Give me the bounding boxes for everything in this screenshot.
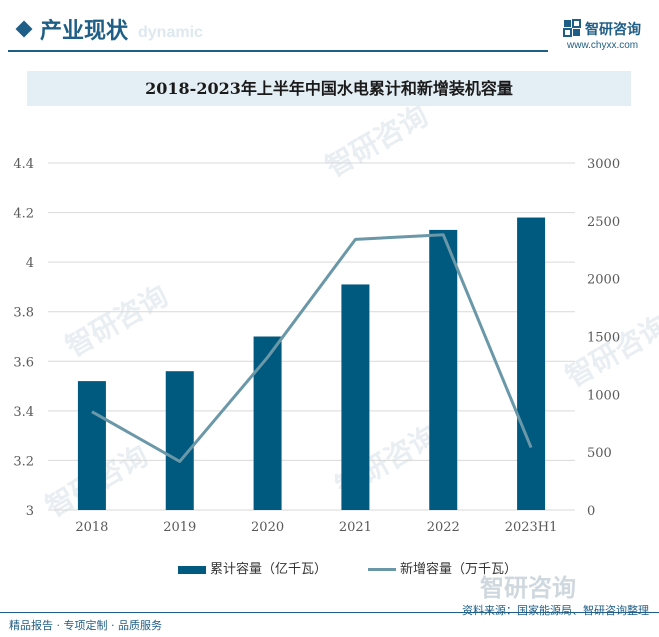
x-tick-label: 2018 bbox=[75, 520, 108, 535]
logo-icon bbox=[563, 19, 581, 37]
bar bbox=[77, 381, 106, 510]
source-note: 资料来源：国家能源局、智研咨询整理 bbox=[462, 604, 649, 617]
footer-brand-watermark: 智研咨询 bbox=[480, 574, 576, 602]
left-tick-label: 3.4 bbox=[13, 405, 34, 420]
right-axis: 0 500 1000 1500 2000 2500 3000 bbox=[587, 157, 620, 519]
legend-label-bar: 累计容量（亿千瓦） bbox=[210, 562, 328, 577]
bar bbox=[429, 229, 458, 510]
left-tick-label: 4.2 bbox=[13, 207, 34, 222]
chart-title-box: 2018-2023年上半年中国水电累计和新增装机容量 bbox=[27, 71, 631, 106]
series-line bbox=[91, 233, 533, 463]
legend-item-bar: 累计容量（亿千瓦） bbox=[178, 558, 327, 577]
legend-item-line: 新增容量（万千瓦） bbox=[368, 558, 517, 577]
right-tick-label: 1000 bbox=[587, 388, 620, 403]
x-tick-label: 2019 bbox=[163, 520, 196, 535]
chart-title: 2018-2023年上半年中国水电累计和新增装机容量 bbox=[145, 79, 513, 98]
header: dynamic 产业现状 智研咨询 www.chyxx.com bbox=[0, 0, 659, 60]
section-title: 产业现状 bbox=[40, 19, 129, 44]
x-axis: 2018 2019 2020 2021 2022 2023H1 bbox=[75, 520, 557, 535]
left-tick-label: 3 bbox=[26, 504, 34, 519]
right-tick-label: 0 bbox=[587, 504, 595, 519]
left-tick-label: 4 bbox=[26, 256, 34, 271]
right-tick-label: 2000 bbox=[587, 273, 620, 288]
right-tick-label: 500 bbox=[587, 446, 612, 461]
left-tick-label: 4.4 bbox=[13, 157, 34, 172]
bar bbox=[165, 371, 194, 510]
left-tick-label: 3.6 bbox=[13, 355, 34, 370]
section-subtitle: dynamic bbox=[138, 24, 203, 41]
left-tick-label: 3.2 bbox=[13, 454, 34, 469]
bar bbox=[341, 284, 370, 510]
x-tick-label: 2020 bbox=[251, 520, 284, 535]
bar bbox=[253, 336, 282, 510]
legend-swatch-bar bbox=[178, 565, 206, 574]
left-axis: 3 3.2 3.4 3.6 3.8 4 4.2 4.4 bbox=[13, 157, 34, 519]
legend-label-line: 新增容量（万千瓦） bbox=[400, 562, 518, 577]
footer-slogan: 精品报告 · 专项定制 · 品质服务 bbox=[9, 619, 162, 632]
right-tick-label: 1500 bbox=[587, 331, 620, 346]
grid bbox=[48, 162, 575, 511]
x-tick-label: 2021 bbox=[339, 520, 372, 535]
footer-rule bbox=[0, 612, 659, 613]
bar bbox=[517, 217, 546, 510]
bar-series bbox=[77, 217, 546, 510]
x-tick-label: 2023H1 bbox=[505, 520, 558, 535]
site-url: www.chyxx.com bbox=[567, 40, 639, 51]
line-series bbox=[91, 233, 533, 463]
logo-text: 智研咨询 bbox=[585, 22, 641, 38]
legend-swatch-line bbox=[368, 568, 396, 571]
right-tick-label: 2500 bbox=[587, 215, 620, 230]
x-tick-label: 2022 bbox=[427, 520, 460, 535]
header-rule bbox=[8, 50, 548, 52]
left-tick-label: 3.8 bbox=[13, 306, 34, 321]
right-tick-label: 3000 bbox=[587, 157, 620, 172]
